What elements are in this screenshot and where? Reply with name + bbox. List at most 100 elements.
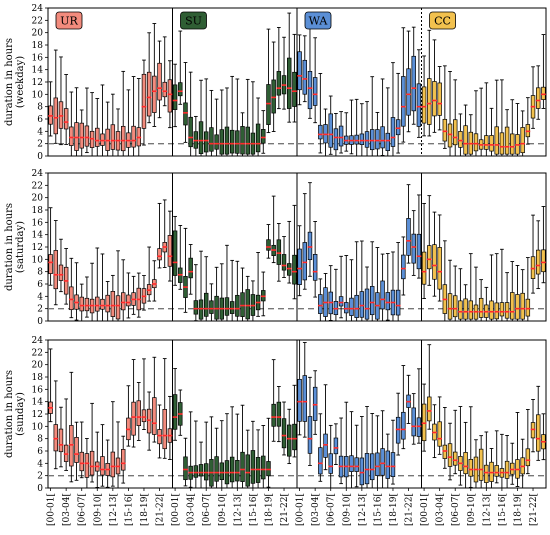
box — [292, 254, 297, 285]
box — [437, 421, 442, 447]
box — [214, 295, 219, 320]
box — [121, 449, 126, 471]
box — [478, 448, 484, 481]
box — [458, 300, 463, 320]
y-axis-label-line: duration in hours — [4, 370, 15, 458]
box — [380, 448, 385, 476]
box — [401, 254, 406, 280]
box — [84, 297, 90, 312]
box — [395, 289, 401, 316]
box — [411, 407, 416, 437]
box — [297, 51, 302, 91]
x-tick-label: [09-10[ — [93, 493, 103, 526]
y-axis-label: duration in hours(sunday) — [4, 370, 26, 458]
box — [499, 132, 505, 155]
box — [261, 455, 266, 480]
box — [463, 452, 468, 475]
box — [69, 126, 74, 146]
box — [468, 300, 473, 320]
box — [115, 295, 121, 320]
box — [183, 456, 188, 481]
box — [281, 254, 287, 271]
box — [141, 409, 147, 423]
box — [406, 68, 411, 116]
box — [302, 242, 307, 281]
box — [100, 456, 105, 476]
x-tick-label: [09-10[ — [342, 493, 352, 526]
x-tick-label: [09-10[ — [467, 493, 477, 526]
y-axis-label: duration in hours(weekday) — [4, 38, 26, 126]
y-tick-label: 4 — [37, 127, 43, 137]
x-tick-label: [03-04[ — [62, 493, 72, 526]
box — [167, 235, 173, 267]
box — [442, 444, 448, 459]
box — [359, 291, 365, 318]
box — [84, 125, 90, 147]
box — [515, 294, 520, 320]
box — [209, 300, 214, 314]
box — [229, 301, 235, 314]
box — [453, 119, 458, 146]
box — [152, 75, 157, 113]
box — [447, 293, 453, 320]
box — [453, 295, 458, 318]
x-tick-label: [21-22[ — [280, 493, 290, 526]
y-tick-label: 2 — [37, 472, 43, 482]
box — [359, 133, 365, 145]
box — [193, 300, 199, 315]
y-axis-label-line: (sunday) — [15, 392, 26, 436]
y-tick-label: 22 — [32, 348, 43, 358]
box — [110, 124, 116, 150]
box — [385, 450, 390, 479]
series-CC — [421, 195, 546, 322]
series-UR — [48, 199, 173, 322]
y-tick-label: 6 — [37, 280, 43, 290]
box — [198, 121, 204, 154]
box — [198, 299, 204, 320]
box — [510, 292, 515, 320]
x-tick-label: [18-19[ — [513, 493, 523, 526]
x-tick-label: [18-19[ — [264, 493, 274, 526]
box — [53, 97, 58, 135]
x-tick-label: [12-13[ — [358, 493, 368, 526]
y-tick-label: 12 — [32, 243, 43, 253]
box — [131, 401, 136, 436]
box — [499, 302, 505, 317]
box — [333, 128, 339, 151]
y-tick-label: 2 — [37, 140, 43, 150]
box — [364, 453, 370, 485]
box — [375, 129, 380, 150]
box — [520, 292, 525, 320]
box — [349, 455, 354, 472]
box — [84, 453, 90, 478]
box — [245, 454, 250, 487]
box — [95, 296, 100, 312]
box — [525, 298, 531, 317]
box — [146, 408, 152, 434]
y-tick-label: 12 — [32, 410, 43, 420]
box — [281, 418, 287, 449]
y-tick-label: 8 — [37, 268, 43, 278]
box — [442, 118, 448, 142]
y-tick-label: 14 — [32, 398, 44, 408]
box — [266, 84, 271, 125]
box — [427, 245, 432, 270]
x-tick-label: [03-04[ — [187, 493, 197, 526]
x-tick-label: [21-22[ — [405, 493, 415, 526]
box — [240, 292, 245, 317]
box — [204, 292, 209, 317]
box — [48, 254, 53, 274]
box — [421, 403, 427, 442]
box — [271, 403, 276, 427]
x-tick-label: [06-07[ — [451, 493, 461, 526]
box — [292, 423, 297, 451]
box — [188, 116, 193, 148]
box — [401, 411, 406, 440]
box — [447, 123, 453, 148]
x-tick-label: [21-22[ — [156, 493, 166, 526]
category-tag-CC — [429, 11, 456, 30]
box — [541, 86, 546, 100]
box — [453, 451, 458, 466]
box — [484, 135, 489, 150]
